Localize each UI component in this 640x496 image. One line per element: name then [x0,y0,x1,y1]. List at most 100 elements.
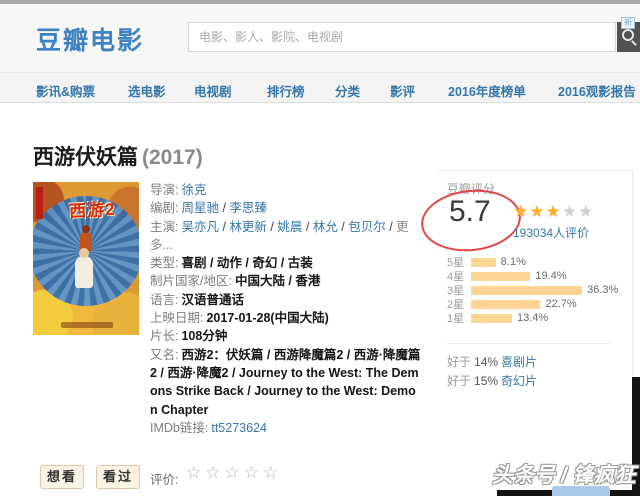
info-row-runtime: 片长: 108分钟 [150,327,422,345]
dist-label: 5星 [447,257,465,269]
more-link[interactable]: 更多... [150,219,409,252]
info-row-release-date: 上映日期: 2017-01-28(中国大陆) [150,309,422,327]
person-link[interactable]: 李思臻 [229,201,267,216]
nav-item-2016-list[interactable]: 2016年度榜单 [448,85,526,99]
search-input[interactable] [189,23,615,51]
search-bar [188,22,616,52]
dist-bar [471,285,583,295]
separator: / [337,219,349,234]
imdb-link[interactable]: tt5273624 [211,420,267,435]
better-than-fantasy: 好于 15% 奇幻片 [447,372,537,391]
dist-label: 3星 [447,285,465,297]
person-link[interactable]: 林更新 [229,219,267,234]
info-row-director: 导演: 徐克 [150,181,422,199]
site-logo[interactable]: 豆瓣电影 [36,27,145,55]
rating-heading: 豆瓣评分 [447,182,496,196]
info-row-imdb: IMDb链接: tt5273624 [150,419,422,437]
nav-item-tv[interactable]: 电视剧 [194,85,232,99]
rate-label: 评价: [150,473,179,487]
dist-pct: 8.1% [500,256,526,268]
movie-title-text: 西游伏妖篇 [33,146,138,169]
votes-link[interactable]: 193034人评价 [513,226,590,240]
better-pct: 14% [474,355,499,369]
divider [447,343,613,344]
star-icon: ★ [513,202,530,221]
info-label: 制片国家/地区: [150,274,232,289]
info-label: 导演: [150,183,179,197]
dist-pct: 19.4% [535,270,567,282]
nav-item-categories[interactable]: 分类 [335,85,361,99]
better-pct: 15% [474,374,499,388]
rating-distribution: 5星 8.1% 4星 19.4% 3星 36.3% 2星 22.7% 1星 [447,255,618,325]
site-header: 豆瓣电影 [0,4,640,72]
info-value: 喜剧 / 动作 / 奇幻 / 古装 [181,256,313,271]
dist-row-5star: 5星 8.1% [447,255,618,269]
rating-score: 5.7 [449,195,491,228]
nav-item-movies[interactable]: 选电影 [128,85,166,99]
rating-stars: ★★★★★ [513,202,594,222]
wish-button[interactable]: 想看 [40,465,84,489]
poster-art-seal [36,187,43,219]
info-label: 上映日期: [150,311,204,326]
poster-title-text: 西游2 [68,199,117,222]
dist-row-3star: 3星 36.3% [447,283,618,297]
dist-pct: 22.7% [545,298,577,310]
better-prefix: 好于 [447,374,472,388]
info-row-cast: 主演: 吴亦凡 / 林更新 / 姚晨 / 林允 / 包贝尔 / 更多... [150,218,422,255]
new-badge: 新 [621,17,635,29]
separator: / [385,219,397,234]
dist-label: 1星 [447,313,465,325]
person-link[interactable]: 姚晨 [277,219,303,234]
person-link[interactable]: 包贝尔 [348,219,386,234]
dist-bar [471,299,541,309]
dist-bar [471,313,512,323]
dist-label: 4星 [447,271,465,283]
dist-row-2star: 2星 22.7% [447,297,618,311]
search-button[interactable] [617,22,640,52]
info-label: 又名: [150,347,179,362]
person-link[interactable]: 吴亦凡 [181,219,219,234]
dist-row-1star: 1星 13.4% [447,311,618,325]
info-value: 2017-01-28(中国大陆) [206,311,329,326]
poster-art-caption [61,322,113,328]
dist-pct: 36.3% [587,284,619,296]
main-nav: 影讯&购票 选电影 电视剧 排行榜 分类 影评 2016年度榜单 2016观影报… [0,72,640,103]
better-than-block: 好于 14% 喜剧片 好于 15% 奇幻片 [447,353,537,391]
person-link[interactable]: 林允 [312,219,338,234]
rate-star-input[interactable]: ☆☆☆☆☆ [186,463,283,482]
nav-item-2016-report[interactable]: 2016观影报告 [558,85,636,99]
genre-link[interactable]: 喜剧片 [501,355,538,369]
info-label: IMDb链接: [150,420,209,435]
movie-info: 导演: 徐克 编剧: 周星驰 / 李思臻 主演: 吴亦凡 / 林更新 / 姚晨 / 林… [150,181,422,437]
nav-item-tickets[interactable]: 影讯&购票 [36,85,96,99]
dist-label: 2星 [447,299,465,311]
person-link[interactable]: 徐克 [181,183,207,197]
info-row-writers: 编剧: 周星驰 / 李思臻 [150,199,422,217]
movie-poster[interactable]: 西游2 [33,182,139,335]
poster-art-figure-monk [75,248,93,288]
watermark-bar-right [632,377,640,496]
movie-year: (2017) [142,146,203,169]
info-label: 片长: [150,329,179,344]
person-link[interactable]: 周星驰 [181,201,219,216]
search-icon [622,29,634,41]
dist-pct: 13.4% [517,312,549,324]
poster-art-figure-top [80,225,92,251]
info-value: 西游2：伏妖篇 / 西游降魔篇2 / 西游·降魔篇2 / 西游·降魔2 / Jo… [150,347,421,417]
separator: / [219,201,230,216]
genre-link[interactable]: 奇幻片 [501,374,538,388]
info-row-language: 语言: 汉语普通话 [150,291,422,309]
separator: / [302,219,313,234]
watermark-text: 头条号 / 锋疯狂 [492,464,636,487]
better-prefix: 好于 [447,355,472,369]
info-label: 语言: [150,292,179,307]
info-value: 中国大陆 / 香港 [234,274,321,289]
nav-item-reviews[interactable]: 影评 [390,85,416,99]
nav-item-ranking[interactable]: 排行榜 [267,85,305,99]
separator: / [266,219,278,234]
star-icon: ★ [529,202,546,221]
page-title: 西游伏妖篇 (2017) [33,141,203,171]
seen-button[interactable]: 看过 [96,465,140,489]
separator: / [219,219,230,234]
